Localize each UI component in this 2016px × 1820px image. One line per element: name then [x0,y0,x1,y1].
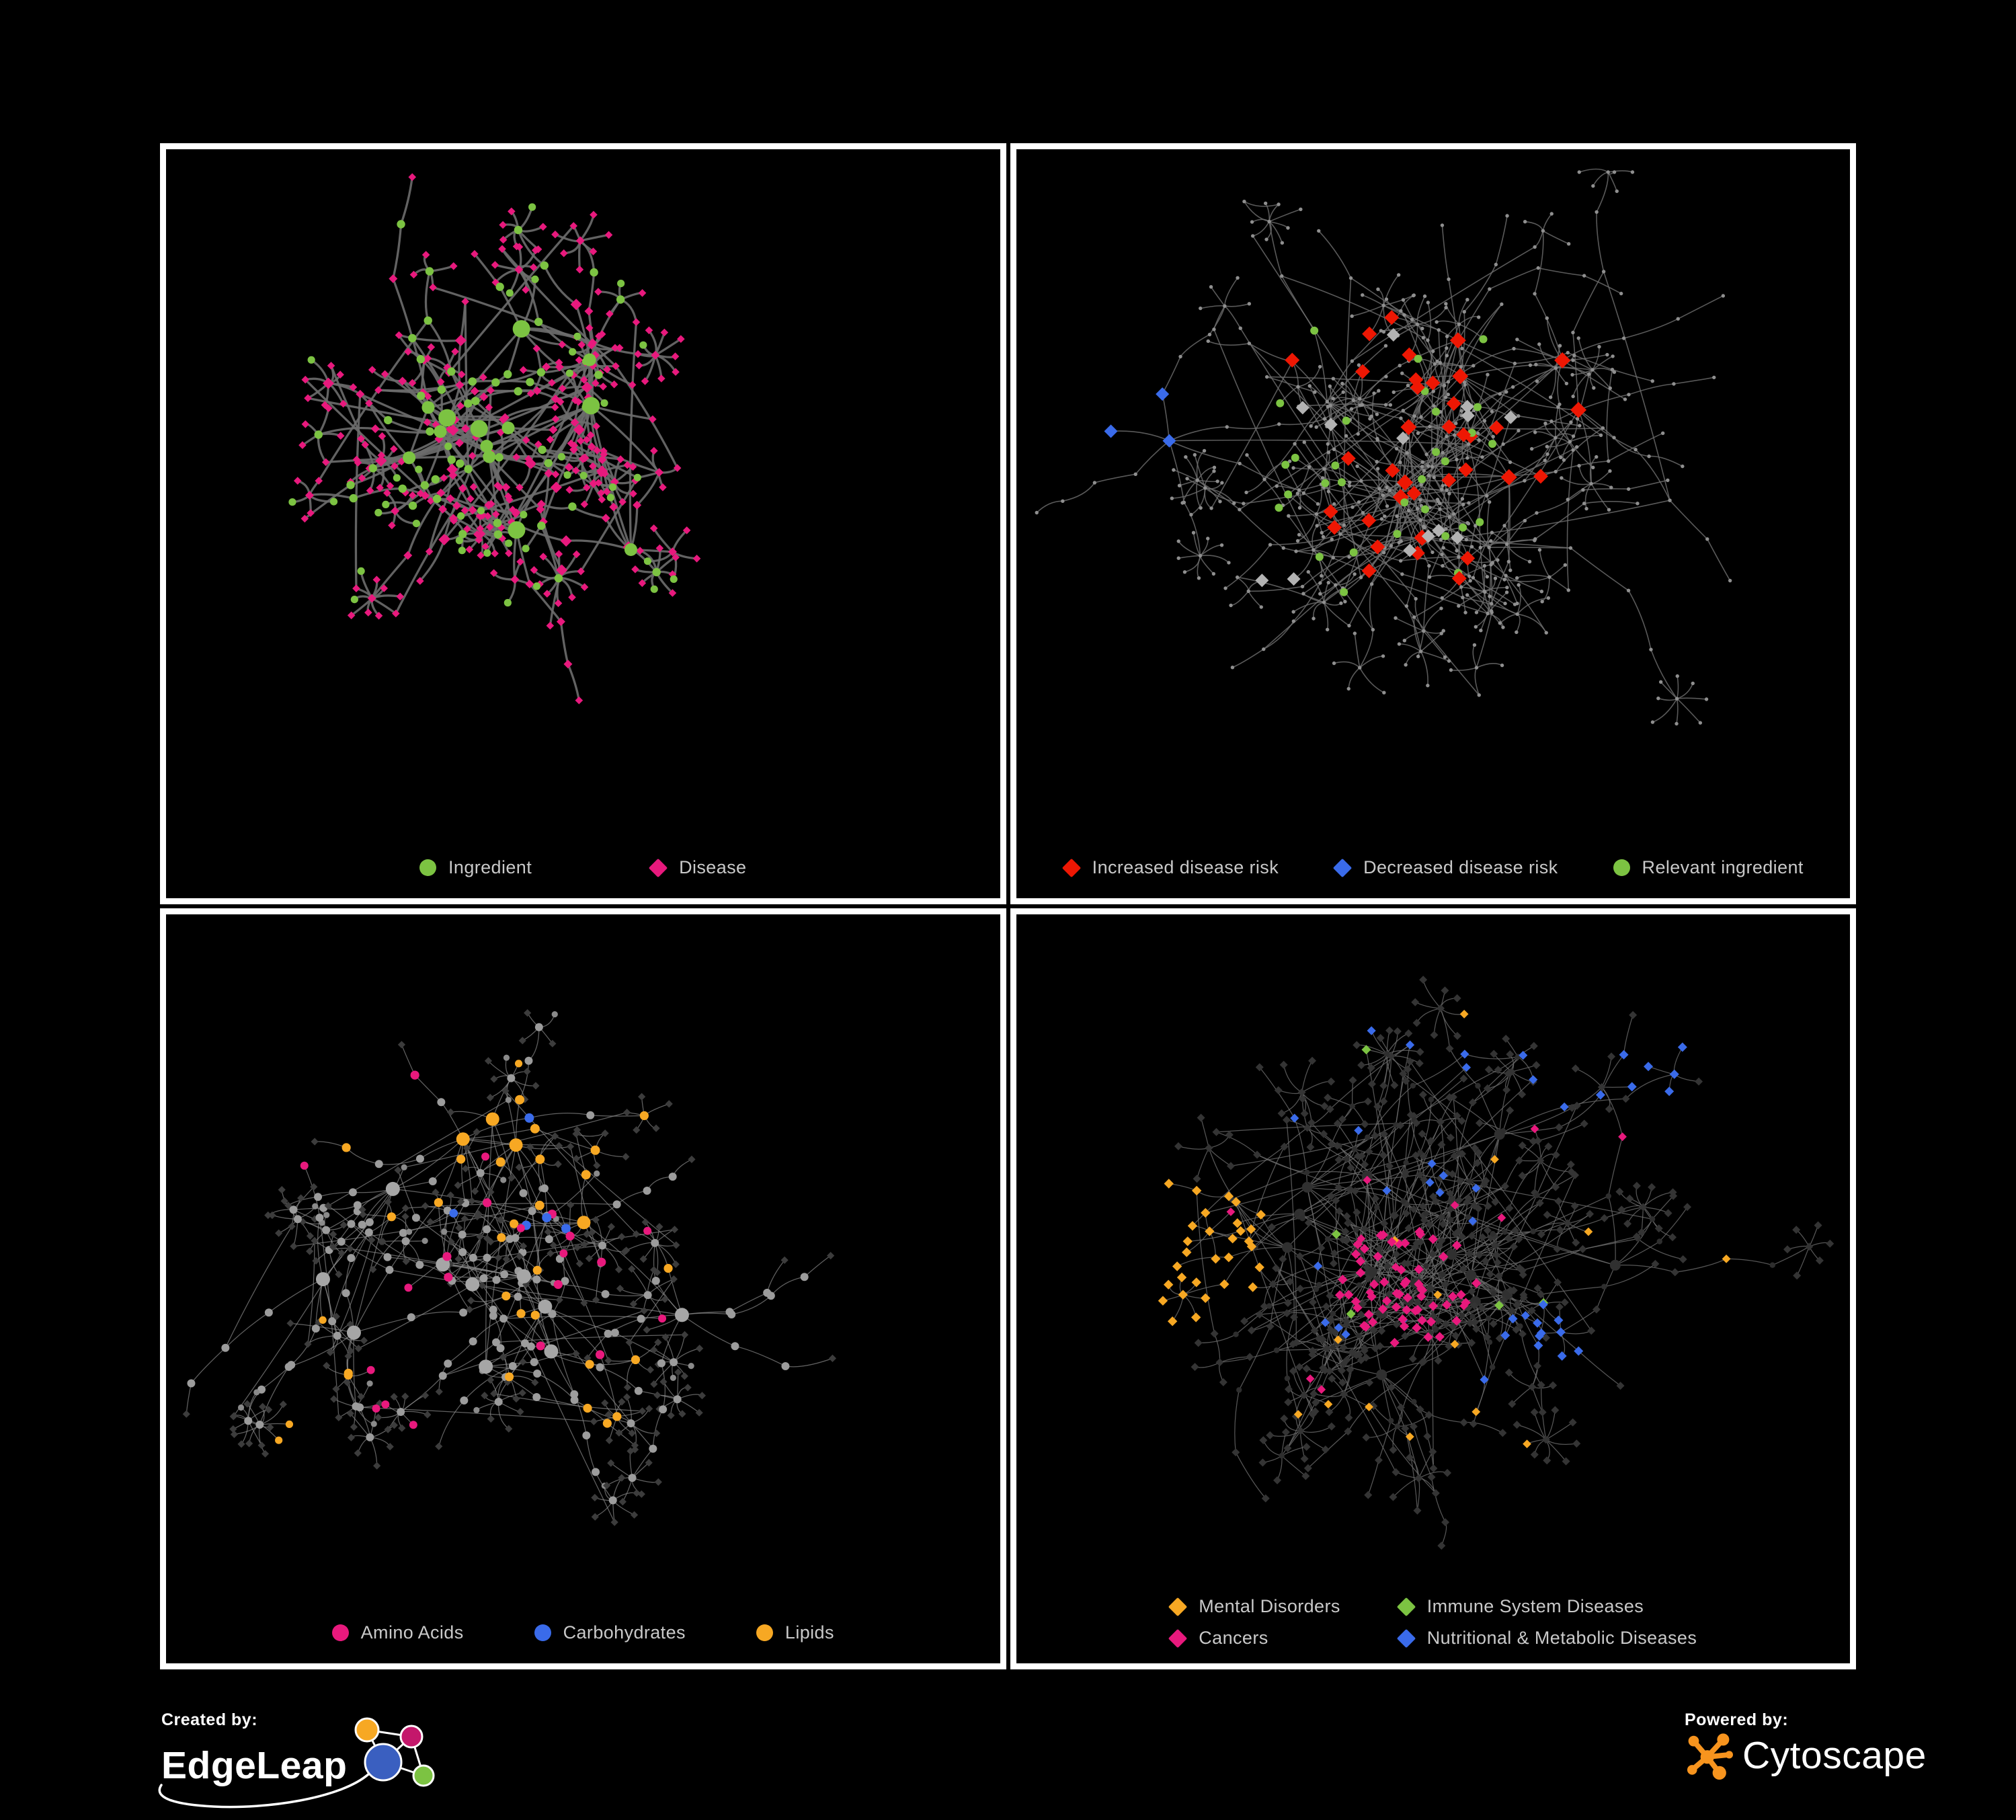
legend-label: Increased disease risk [1092,857,1279,877]
carbohydrates-circle-icon [534,1624,551,1641]
cytoscape-logo-icon [1687,1733,1733,1780]
legend-label: Immune System Diseases [1426,1596,1644,1616]
legend-item-decreased-disease-risk: Decreased disease risk [1332,857,1558,878]
legend-label: Carbohydrates [563,1622,686,1643]
legend-label: Lipids [784,1622,834,1643]
powered-by-label: Powered by: [1685,1710,1789,1729]
legend-label: Ingredient [448,857,532,877]
legend-label: Amino Acids [360,1622,464,1643]
disease-classes-network [1158,976,1834,1550]
lipids-circle-icon [756,1624,773,1641]
legend-item-increased-disease-risk: Increased disease risk [1061,857,1279,878]
legend-item-lipids: Lipids [756,1622,834,1643]
increased-disease-risk-diamond-icon [1061,858,1081,877]
legend-label: Disease [679,857,747,877]
powered-by-block: Powered by: Cytosc [1685,1710,1927,1780]
cancers-diamond-icon [1168,1628,1188,1648]
disease-risk-network [1035,168,1732,726]
disease-diamond-icon [648,858,668,877]
relevant-ingredient-circle-icon [1613,859,1630,876]
created-by-label: Created by: [161,1710,258,1729]
legend-item-amino-acids: Amino Acids [331,1622,464,1643]
legend-item-nutritional-metabolic-diseases: Nutritional & Metabolic Diseases [1396,1628,1697,1649]
ingredient-circle-icon [419,859,437,876]
created-by-block: Created by: EdgeLeap [158,1710,448,1809]
legend-item-relevant-ingredient: Relevant ingredient [1613,857,1804,878]
legend-item-carbohydrates: Carbohydrates [534,1622,686,1643]
cytoscape-brand-name: Cytoscape [1742,1733,1927,1777]
legend-label: Cancers [1199,1628,1268,1648]
panel-disease-risk: Increased disease risk Decreased disease … [1010,143,1856,904]
nutrient-classes-network [182,1009,837,1526]
legend-item-cancers: Cancers [1168,1628,1268,1649]
legend-label: Relevant ingredient [1642,857,1804,877]
amino-acids-circle-icon [331,1624,349,1641]
panel-grid: Ingredient Disease Increased disease risk… [160,143,1856,1669]
decreased-disease-risk-diamond-icon [1332,858,1353,877]
edgeleap-brand-name: EdgeLeap [161,1743,348,1787]
nutrient-classes-legend: Amino Acids Carbohydrates Lipids [166,1622,1000,1643]
legend-item-ingredient: Ingredient [419,857,532,878]
legend-item-immune-system-diseases: Immune System Diseases [1396,1596,1644,1617]
nutritional-metabolic-diseases-diamond-icon [1396,1628,1416,1648]
panel-ingredient-disease: Ingredient Disease [160,143,1006,904]
disease-classes-legend: Mental Disorders Immune System Diseases Ca… [1016,1596,1851,1649]
ingredient-disease-legend: Ingredient Disease [166,857,1000,878]
legend-label: Nutritional & Metabolic Diseases [1426,1628,1697,1648]
disease-risk-legend: Increased disease risk Decreased disease … [1016,857,1851,878]
legend-label: Decreased disease risk [1363,857,1558,877]
panel-nutrient-classes: Amino Acids Carbohydrates Lipids [160,908,1006,1669]
edgeleap-logo-icon [354,1717,435,1787]
legend-item-mental-disorders: Mental Disorders [1168,1596,1340,1617]
ingredient-disease-network [288,173,701,705]
immune-system-diseases-diamond-icon [1396,1597,1416,1616]
mental-disorders-diamond-icon [1168,1597,1188,1616]
panel-disease-classes: Mental Disorders Immune System Diseases Ca… [1010,908,1856,1669]
legend-label: Mental Disorders [1199,1596,1340,1616]
legend-item-disease: Disease [648,857,747,878]
